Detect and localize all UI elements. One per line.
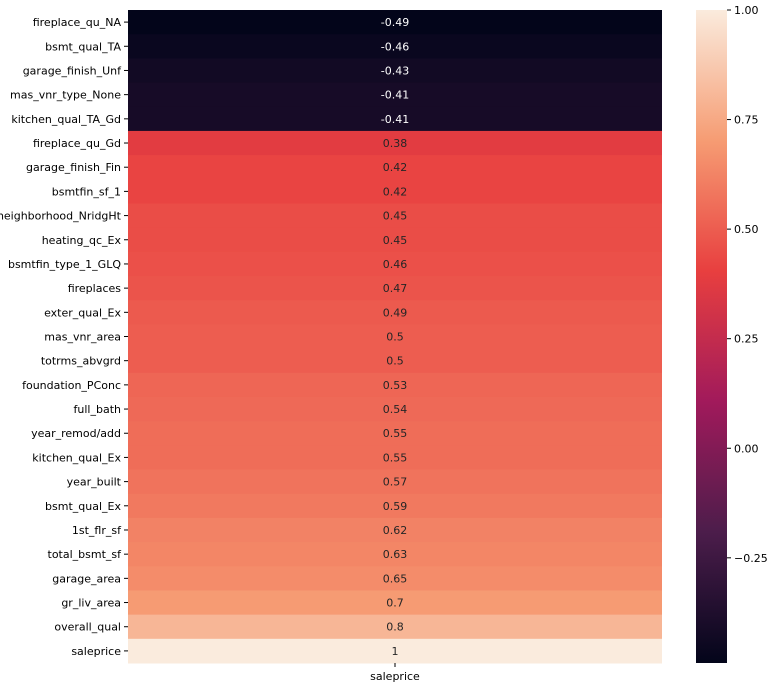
- row-label: heating_qc_Ex: [42, 234, 122, 247]
- cell-value-label: 0.57: [383, 476, 408, 489]
- column-labels: saleprice: [370, 663, 420, 683]
- heatmap-cell: [128, 203, 662, 229]
- row-label: garage_finish_Fin: [26, 161, 121, 174]
- row-label: kitchen_qual_TA_Gd: [11, 113, 121, 126]
- heatmap-cell: [128, 130, 662, 156]
- row-labels: fireplace_qu_NA bsmt_qual_TA garage_finish…: [0, 16, 128, 658]
- cell-value-label: 0.65: [383, 572, 408, 585]
- row-label: saleprice: [71, 645, 121, 658]
- row-label: neighborhood_NridgHt: [0, 210, 122, 223]
- colorbar: 1.00 0.75 0.50 0.25 0.00 −0.25: [696, 4, 768, 663]
- cell-value-label: -0.41: [381, 113, 409, 126]
- row-label: bsmtfin_sf_1: [52, 185, 121, 198]
- cell-value-label: 0.45: [383, 234, 408, 247]
- heatmap-cell: [128, 34, 662, 59]
- colorbar-tick-label: 0.25: [734, 333, 759, 346]
- row-label: totrms_abvgrd: [41, 355, 121, 368]
- heatmap-cells: -0.49 -0.46 -0.43 -0.41 -0.41 0.38 0.42 0.42 0.4…: [128, 10, 662, 664]
- cell-value-label: 0.62: [383, 524, 408, 537]
- heatmap-cell: [128, 106, 662, 132]
- cell-value-label: 0.5: [386, 331, 404, 344]
- cell-value-label: 0.7: [386, 597, 404, 610]
- cell-value-label: 0.38: [383, 137, 408, 150]
- row-label: mas_vnr_area: [44, 331, 121, 344]
- heatmap-cell: [128, 614, 662, 640]
- row-label: bsmt_qual_Ex: [45, 500, 121, 513]
- cell-value-label: -0.41: [381, 89, 409, 102]
- cell-value-label: -0.43: [381, 64, 409, 77]
- colorbar-tick-label: 0.75: [734, 114, 759, 127]
- heatmap-cell: [128, 396, 662, 422]
- colorbar-tick-label: −0.25: [734, 552, 768, 565]
- cell-value-label: 0.42: [383, 161, 408, 174]
- row-label: fireplaces: [68, 282, 122, 295]
- row-label: bsmt_qual_TA: [45, 40, 121, 53]
- cell-value-label: -0.49: [381, 16, 409, 29]
- colorbar-tick-label: 1.00: [734, 4, 759, 17]
- heatmap-cell: [128, 10, 662, 35]
- row-label: garage_area: [52, 572, 121, 585]
- cell-value-label: 0.47: [383, 282, 408, 295]
- row-label: 1st_flr_sf: [72, 524, 122, 537]
- heatmap-cell: [128, 517, 662, 543]
- heatmap-cell: [128, 421, 662, 446]
- heatmap-cell: [128, 566, 662, 591]
- cell-value-label: 0.54: [383, 403, 408, 416]
- cell-value-label: 0.55: [383, 451, 408, 464]
- cell-value-label: 0.59: [383, 500, 408, 513]
- heatmap-cell: [128, 638, 662, 664]
- heatmap-cell: [128, 179, 662, 204]
- cell-value-label: 0.5: [386, 355, 404, 368]
- column-label: saleprice: [370, 670, 420, 683]
- heatmap-cell: [128, 58, 662, 84]
- heatmap-cell: [128, 227, 662, 253]
- cell-value-label: 0.8: [386, 621, 404, 634]
- cell-value-label: 0.49: [383, 306, 408, 319]
- heatmap-cell: [128, 469, 662, 495]
- row-label: total_bsmt_sf: [48, 548, 123, 561]
- row-label: bsmtfin_type_1_GLQ: [8, 258, 121, 271]
- row-label: year_remod/add: [31, 427, 121, 440]
- cell-value-label: 0.42: [383, 185, 408, 198]
- row-label: full_bath: [74, 403, 121, 416]
- heatmap-cell: [128, 300, 662, 325]
- cell-value-label: -0.46: [381, 40, 409, 53]
- row-label: gr_liv_area: [61, 597, 121, 610]
- heatmap-cell: [128, 445, 662, 471]
- heatmap-cell: [128, 324, 662, 350]
- heatmap-cell: [128, 542, 662, 567]
- cell-value-label: 0.63: [383, 548, 408, 561]
- heatmap-cell: [128, 82, 662, 108]
- row-label: overall_qual: [54, 621, 121, 634]
- row-label: mas_vnr_type_None: [10, 89, 121, 102]
- heatmap-cell: [128, 155, 662, 180]
- row-label: year_built: [67, 476, 122, 489]
- row-label: fireplace_qu_NA: [33, 16, 122, 29]
- cell-value-label: 0.53: [383, 379, 408, 392]
- cell-value-label: 0.46: [383, 258, 408, 271]
- heatmap-cell: [128, 348, 662, 374]
- row-label: garage_finish_Unf: [23, 64, 122, 77]
- cell-value-label: 0.45: [383, 210, 408, 223]
- colorbar-tick-label: 0.00: [734, 442, 759, 455]
- cell-value-label: 0.55: [383, 427, 408, 440]
- heatmap-cell: [128, 251, 662, 277]
- colorbar-tick-label: 0.50: [734, 223, 759, 236]
- heatmap-cell: [128, 590, 662, 616]
- heatmap-cell: [128, 276, 662, 301]
- heatmap-cell: [128, 372, 662, 398]
- row-label: exter_qual_Ex: [44, 306, 121, 319]
- row-label: foundation_PConc: [22, 379, 121, 392]
- colorbar-gradient: [696, 10, 727, 663]
- heatmap-cell: [128, 493, 662, 519]
- cell-value-label: 1: [392, 645, 399, 658]
- row-label: fireplace_qu_Gd: [33, 137, 121, 150]
- row-label: kitchen_qual_Ex: [32, 451, 121, 464]
